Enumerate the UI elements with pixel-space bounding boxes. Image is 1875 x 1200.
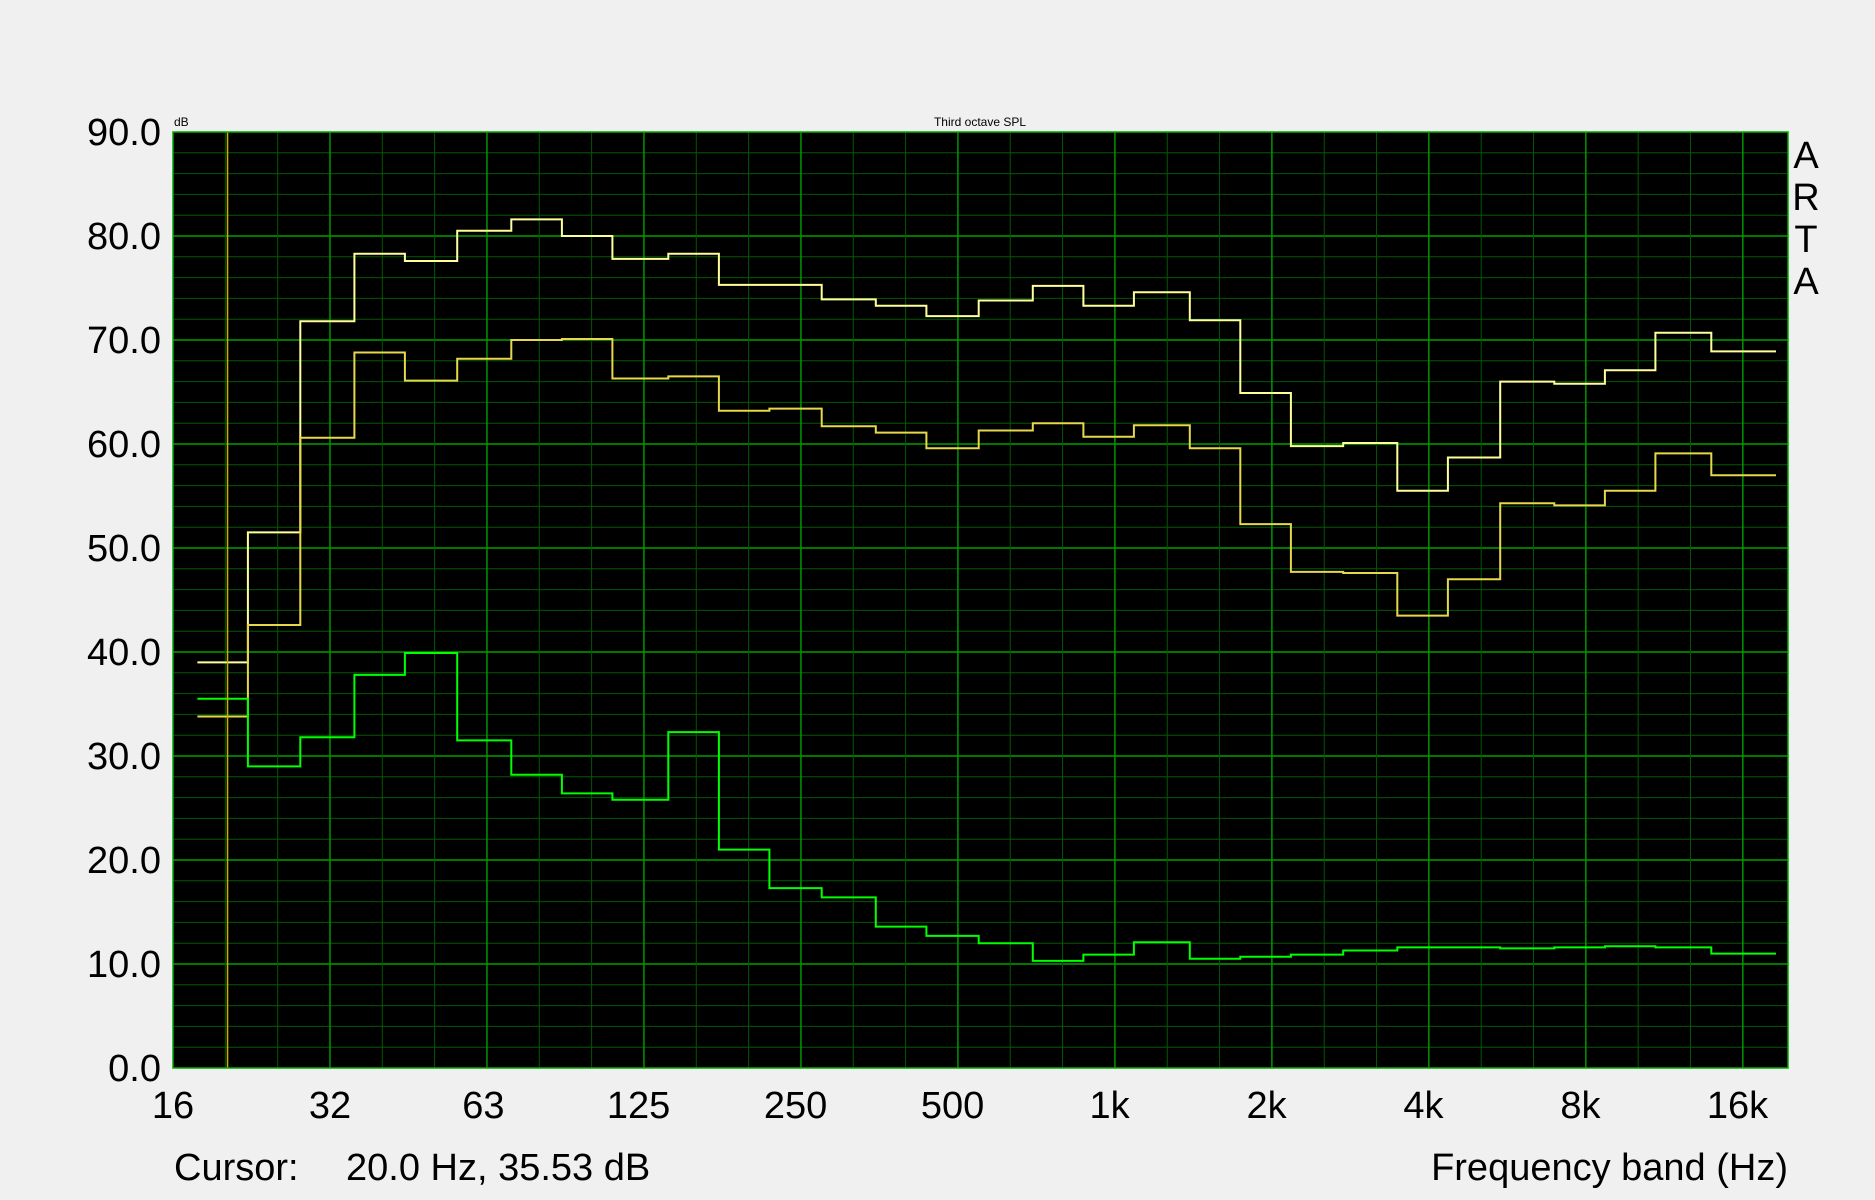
x-tick-label: 250 [764,1085,827,1127]
logo-letter: T [1794,219,1817,261]
x-tick-label: 125 [607,1085,670,1127]
series-line-1 [197,218,1776,664]
plot-frame [172,131,1789,1069]
y-axis-ticks: 90.0 80.0 70.0 60.0 50.0 40.0 30.0 20.0 10.0 0.0 [87,112,161,1090]
y-tick-label: 60.0 [87,424,161,466]
y-tick-label: 10.0 [87,944,161,986]
series-layer [197,218,1776,962]
y-tick-label: 50.0 [87,528,161,570]
cursor-label: Cursor: [174,1147,299,1189]
y-tick-label: 90.0 [87,112,161,154]
series-line-3 [197,652,1776,962]
series-line-2 [197,338,1776,718]
y-tick-label: 40.0 [87,632,161,674]
logo-letter: R [1792,177,1819,219]
y-tick-label: 0.0 [108,1048,161,1090]
chart-title: Third octave SPL [934,115,1026,129]
x-tick-label: 2k [1246,1085,1287,1127]
arta-logo: A R T A [1792,135,1819,303]
x-tick-label: 4k [1403,1085,1444,1127]
y-unit-label: dB [174,115,189,129]
logo-letter: A [1793,135,1819,177]
x-tick-label: 32 [309,1085,351,1127]
x-tick-label: 8k [1560,1085,1601,1127]
x-tick-label: 16 [152,1085,194,1127]
logo-letter: A [1793,261,1819,303]
y-tick-label: 80.0 [87,216,161,258]
x-tick-label: 1k [1089,1085,1130,1127]
y-tick-label: 30.0 [87,736,161,778]
x-tick-label: 16k [1707,1085,1769,1127]
x-axis-ticks: 16 32 63 125 250 500 1k 2k 4k 8k 16k [152,1085,1769,1127]
plot-area [173,132,1788,1068]
grid [173,132,1788,1068]
cursor-readout: 20.0 Hz, 35.53 dB [346,1147,650,1189]
x-axis-label: Frequency band (Hz) [1431,1147,1788,1189]
x-tick-label: 500 [921,1085,984,1127]
x-tick-label: 63 [462,1085,504,1127]
y-tick-label: 20.0 [87,840,161,882]
y-tick-label: 70.0 [87,320,161,362]
